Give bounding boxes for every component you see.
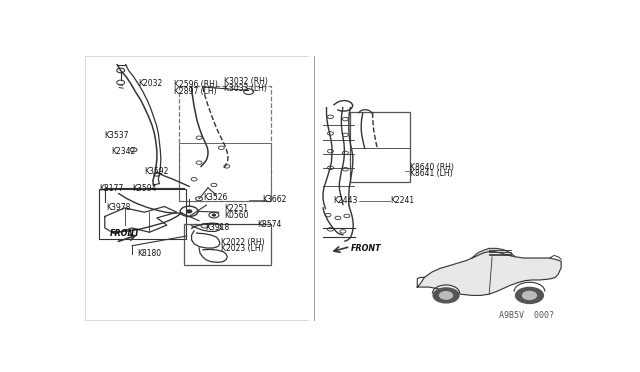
- Text: K3594: K3594: [132, 184, 157, 193]
- Circle shape: [433, 288, 459, 303]
- Text: K0560: K0560: [224, 211, 248, 219]
- Text: K8641 (LH): K8641 (LH): [410, 169, 452, 178]
- Text: K2897 (LH): K2897 (LH): [174, 87, 217, 96]
- Text: K3918: K3918: [205, 224, 229, 232]
- Text: A9B5V  000?: A9B5V 000?: [499, 311, 554, 320]
- Text: K3592: K3592: [145, 167, 169, 176]
- Text: K2596 (RH): K2596 (RH): [174, 80, 218, 89]
- Bar: [99, 189, 186, 240]
- Text: K2251: K2251: [224, 204, 248, 213]
- Text: K3978: K3978: [106, 203, 130, 212]
- Text: K2241: K2241: [390, 196, 414, 205]
- Circle shape: [187, 210, 191, 213]
- Text: K8640 (RH): K8640 (RH): [410, 163, 454, 172]
- Circle shape: [516, 288, 543, 304]
- Text: K2443: K2443: [333, 196, 357, 205]
- Text: K2022 (RH): K2022 (RH): [221, 238, 265, 247]
- Text: K2032: K2032: [138, 79, 163, 88]
- Circle shape: [522, 291, 536, 299]
- Text: K2023 (LH): K2023 (LH): [221, 244, 264, 253]
- Text: K3537: K3537: [104, 131, 128, 140]
- Polygon shape: [417, 251, 561, 295]
- Text: K3662: K3662: [262, 195, 287, 204]
- Bar: [179, 86, 271, 201]
- Circle shape: [440, 292, 452, 299]
- Text: K8177: K8177: [99, 184, 123, 193]
- Text: K3033 (LH): K3033 (LH): [224, 84, 267, 93]
- Text: K8180: K8180: [137, 249, 161, 258]
- Text: K8574: K8574: [257, 220, 282, 229]
- Bar: [184, 224, 271, 265]
- Text: K3526: K3526: [203, 193, 227, 202]
- Polygon shape: [472, 248, 515, 258]
- Bar: [350, 112, 410, 182]
- Text: K2342: K2342: [111, 147, 136, 156]
- Circle shape: [212, 214, 216, 216]
- Text: FRONT: FRONT: [110, 229, 140, 238]
- Bar: [179, 144, 271, 201]
- Text: FRONT: FRONT: [351, 244, 381, 253]
- Text: K3032 (RH): K3032 (RH): [224, 77, 268, 86]
